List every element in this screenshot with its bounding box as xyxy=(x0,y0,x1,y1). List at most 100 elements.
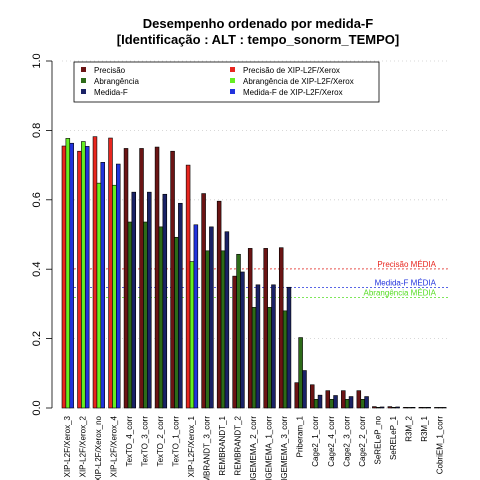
y-tick-label: 0.6 xyxy=(31,192,43,207)
bar-medida-f xyxy=(333,395,338,409)
x-tick-labels: XIP-L2F/Xerox_3 XIP-L2F/Xerox_2 XIP-L2F/Xe… xyxy=(63,415,444,480)
bar-abrangencia xyxy=(81,141,86,409)
bar-medida-f xyxy=(240,271,245,409)
x-tick-label: SeRELeP_no xyxy=(373,415,382,464)
x-tick-label: TexTO_2_corr xyxy=(156,416,165,467)
bar-medida-f xyxy=(317,394,323,409)
bar-abrangencia xyxy=(236,253,241,409)
x-tick-label: Cage2_4_corr xyxy=(327,416,336,467)
bar-medida-f xyxy=(302,370,307,409)
x-tick-label: SEIGEMEMA_3_corr xyxy=(280,416,289,480)
bar-abrangencia xyxy=(143,221,148,409)
bar-medida-f xyxy=(69,142,74,409)
x-tick-label: XIP-L2F/Xerox_no xyxy=(94,415,103,480)
x-tick-label: Priberam_1 xyxy=(296,415,305,457)
bar-medida-f xyxy=(84,146,90,409)
x-tick-label: R3M_1 xyxy=(420,415,429,441)
bar-precisao xyxy=(263,248,268,409)
bar-medida-f xyxy=(379,406,385,409)
bar-abrangencia xyxy=(329,399,334,409)
bar-medida-f xyxy=(410,407,416,409)
bar-medida-f xyxy=(209,226,214,409)
x-tick-label: SEIGEMEMA_1_corr xyxy=(265,416,274,480)
x-tick-label: XIP-L2F/Xerox_3 xyxy=(63,415,72,477)
legend-key-precisao xyxy=(81,67,86,72)
bar-precisao xyxy=(247,248,253,409)
bar-medida-f xyxy=(162,193,168,409)
bar-medida-f xyxy=(348,396,354,409)
legend-key-medida-f-xip xyxy=(230,89,235,94)
chart-subtitle: [Identificação : ALT : tempo_sonorm_TEMP… xyxy=(117,32,399,47)
bar-precisao xyxy=(108,137,113,409)
legend-key-medida-f xyxy=(81,89,86,94)
bar-abrangencia xyxy=(375,407,381,409)
x-tick-label: TexTO_4_corr xyxy=(125,416,134,467)
bar-precisao xyxy=(92,136,98,409)
x-tick-label: Cage2_3_corr xyxy=(342,416,351,467)
bar-precisao xyxy=(418,407,424,409)
bar-abrangencia xyxy=(282,310,288,409)
bar-abrangencia xyxy=(189,261,195,409)
bar-precisao xyxy=(77,150,82,409)
bar-abrangencia xyxy=(267,307,272,409)
bar-precisao xyxy=(294,382,299,409)
bar-abrangencia xyxy=(220,250,226,409)
y-tick-label: 0.2 xyxy=(31,331,43,346)
bar-precisao xyxy=(216,200,222,409)
reference-label: Medida-F MÉDIA xyxy=(375,279,437,288)
x-tick-label: XIP-L2F/Xerox_1 xyxy=(187,415,196,477)
x-tick-label: SeRELeP_1 xyxy=(389,415,398,460)
bar-abrangencia xyxy=(174,236,179,409)
bar-medida-f xyxy=(426,407,431,409)
bar-abrangencia xyxy=(438,407,443,409)
legend-box xyxy=(73,61,380,103)
bar-abrangencia xyxy=(313,399,319,409)
bar-precisao xyxy=(372,406,377,409)
bar-medida-f xyxy=(255,284,261,409)
bars xyxy=(61,136,447,409)
bar-medida-f xyxy=(271,284,276,409)
y-tick-label: 0.0 xyxy=(31,400,43,415)
bar-precisao xyxy=(356,390,362,409)
bar-abrangencia xyxy=(360,399,365,409)
bar-medida-f xyxy=(286,286,292,409)
bar-abrangencia xyxy=(65,138,71,409)
legend-label-medida-f-xip: Medida-F de XIP-L2F/Xerox xyxy=(243,88,343,97)
x-tick-label: Cage2_2_corr xyxy=(358,416,367,467)
bar-precisao xyxy=(232,275,237,409)
legend-label-medida-f: Medida-F xyxy=(94,88,128,97)
bar-precisao xyxy=(387,406,393,409)
bar-precisao xyxy=(310,384,315,409)
bar-precisao xyxy=(278,247,284,409)
bar-medida-f xyxy=(193,224,199,409)
bar-medida-f xyxy=(395,406,400,409)
bar-abrangencia xyxy=(407,407,412,409)
bar-abrangencia xyxy=(205,250,210,409)
x-tick-label: CobriEM_1_corr xyxy=(435,416,444,475)
y-tick-label: 0.4 xyxy=(31,262,43,277)
bar-medida-f xyxy=(364,396,369,409)
bar-abrangencia xyxy=(298,337,303,409)
bar-abrangencia xyxy=(96,182,102,409)
bar-precisao xyxy=(139,148,144,409)
y-axis: 0.0 0.2 0.4 0.6 0.8 1.0 xyxy=(31,53,53,416)
chart-title: Desempenho ordenado por medida-F xyxy=(143,16,373,31)
bar-abrangencia xyxy=(344,399,350,409)
legend-key-precisao-xip xyxy=(230,67,235,72)
bar-abrangencia xyxy=(422,407,428,409)
x-tick-label: REMBRANDT_1 xyxy=(218,415,227,475)
legend-label-abrangencia-xip: Abrangência de XIP-L2F/Xerox xyxy=(243,77,354,86)
x-tick-label: XIP-L2F/Xerox_2 xyxy=(78,415,87,477)
bar-precisao xyxy=(201,193,206,409)
bar-medida-f xyxy=(441,407,447,409)
bar-precisao xyxy=(341,390,346,409)
bar-medida-f xyxy=(224,231,230,409)
bar-precisao xyxy=(170,150,175,409)
x-tick-label: Cage2_1_corr xyxy=(311,416,320,467)
bar-abrangencia xyxy=(251,307,257,409)
bar-precisao xyxy=(154,146,160,409)
x-tick-label: TexTO_1_corr xyxy=(172,416,181,467)
bar-precisao xyxy=(403,407,408,409)
bar-abrangencia xyxy=(127,221,133,409)
